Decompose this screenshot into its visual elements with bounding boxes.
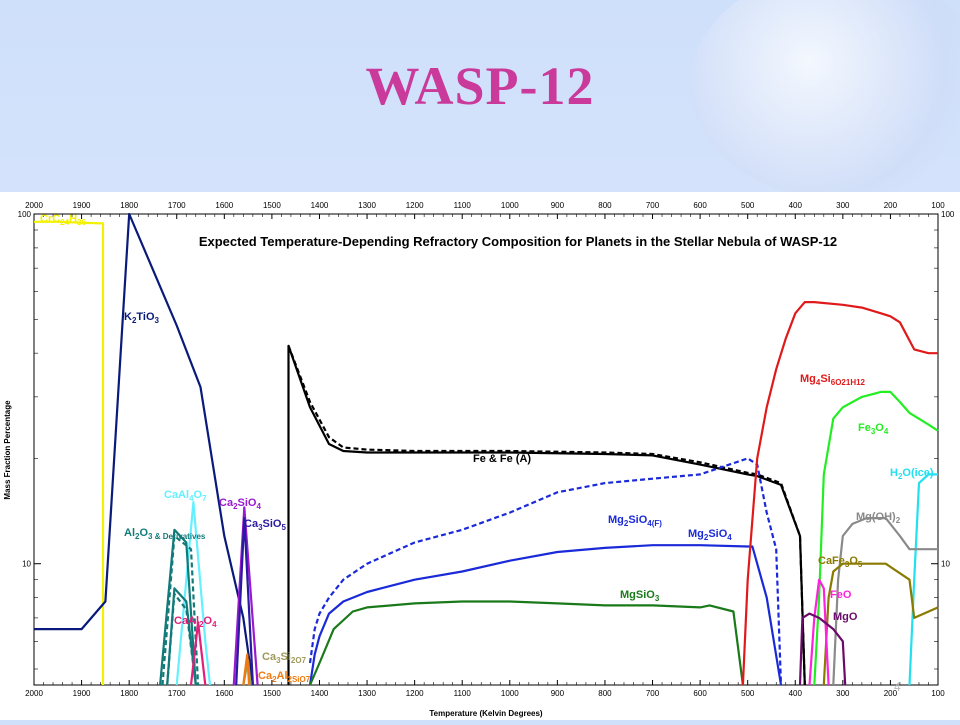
top-tick-label: 900 bbox=[551, 201, 565, 210]
top-tick-label: 1400 bbox=[311, 201, 329, 210]
top-tick-label: 2000 bbox=[25, 201, 43, 210]
top-tick-label: 1000 bbox=[501, 201, 519, 210]
bottom-tick-label: 600 bbox=[693, 689, 707, 698]
series-line-mg4si6o21h12 bbox=[741, 300, 938, 686]
series-line-caal4o7 bbox=[175, 501, 212, 686]
series-label-mg2sio4: Mg2SiO4 bbox=[688, 528, 732, 542]
series-line-al2o3-derivatives bbox=[159, 528, 197, 686]
bottom-tick-label: 700 bbox=[646, 689, 660, 698]
series-line-ca2al2sio7 bbox=[242, 653, 251, 686]
chart-title: Expected Temperature-Depending Refractor… bbox=[199, 234, 837, 249]
series-line-h2o-ice bbox=[908, 473, 938, 686]
series-line-ca3sio5 bbox=[235, 517, 254, 686]
top-tick-label: 700 bbox=[646, 201, 660, 210]
refractory-composition-chart: 2000 1900 1800 1700 1600 1500 1400 1300 1200 1100… bbox=[3, 201, 955, 718]
bottom-tick-label: 900 bbox=[551, 689, 565, 698]
series-line-mg-oh-2 bbox=[832, 517, 938, 686]
bottom-tick-label: 800 bbox=[598, 689, 612, 698]
top-tick-label: 800 bbox=[598, 201, 612, 210]
top-tick-label: 1800 bbox=[120, 201, 138, 210]
bottom-tick-label: 1900 bbox=[73, 689, 91, 698]
series-labels: CrC24H36 K2TiO3 CaAl4O7 Al2O3 & Derivatives… bbox=[40, 213, 934, 684]
slide-header: WASP-12 bbox=[0, 0, 960, 192]
series-label-k2tio3: K2TiO3 bbox=[124, 311, 160, 325]
annotation-fe-label: Fe & Fe (A) bbox=[473, 453, 531, 465]
series-label-mg4si6o21h12: Mg4Si6O21H12 bbox=[800, 373, 866, 387]
bottom-tick-label: 1800 bbox=[120, 689, 138, 698]
top-tick-label: 500 bbox=[741, 201, 755, 210]
series-line-fe-fe-a bbox=[287, 344, 806, 686]
series-line-fe-fe-a-dashed bbox=[287, 345, 806, 686]
series-group bbox=[34, 212, 939, 686]
bottom-tick-label: 100 bbox=[931, 689, 945, 698]
bottom-tick-label: 1500 bbox=[263, 689, 281, 698]
top-tick-label: 1600 bbox=[215, 201, 233, 210]
top-tick-label: 100 bbox=[931, 201, 945, 210]
bottom-tick-label: 2000 bbox=[25, 689, 43, 698]
top-x-axis: 2000 1900 1800 1700 1600 1500 1400 1300 1200 1100… bbox=[25, 201, 945, 219]
bottom-tick-label: 1200 bbox=[406, 689, 424, 698]
top-tick-label: 400 bbox=[789, 201, 803, 210]
top-tick-label: 200 bbox=[884, 201, 898, 210]
series-label-crc24h36: CrC24H36 bbox=[40, 213, 86, 227]
bottom-tick-label: 1700 bbox=[168, 689, 186, 698]
top-tick-label: 1700 bbox=[168, 201, 186, 210]
bottom-tick-label: 300 bbox=[836, 689, 850, 698]
moon-decoration bbox=[690, 0, 960, 192]
series-line-al2o3-derivatives-a bbox=[161, 534, 200, 686]
series-label-caal4o7: CaAl4O7 bbox=[164, 489, 207, 503]
top-tick-label: 300 bbox=[836, 201, 850, 210]
y-tick-label-left: 100 bbox=[18, 210, 32, 219]
page-number: 4 bbox=[894, 680, 901, 694]
top-tick-label: 600 bbox=[693, 201, 707, 210]
series-line-mg2sio4-f bbox=[308, 457, 783, 686]
slide-title: WASP-12 bbox=[365, 56, 595, 116]
series-label-ca2sio4: Ca2SiO4 bbox=[219, 497, 261, 511]
series-label-h2o-ice: H2O(ice) bbox=[890, 467, 934, 481]
top-tick-label: 1500 bbox=[263, 201, 281, 210]
series-line-mgsio3 bbox=[308, 600, 744, 686]
series-label-mg-oh-2: Mg(OH)2 bbox=[856, 511, 901, 525]
series-label-ca3si2o7: Ca3Si2O7 bbox=[262, 651, 307, 665]
series-line-k2tio3 bbox=[34, 212, 254, 686]
y-axis-label: Mass Fraction Percentage bbox=[3, 400, 12, 500]
bottom-tick-label: 500 bbox=[741, 689, 755, 698]
bottom-tick-label: 1300 bbox=[358, 689, 376, 698]
y-tick-label-right: 10 bbox=[941, 560, 950, 569]
bottom-tick-label: 1600 bbox=[215, 689, 233, 698]
y-axis: 100 100 10 10 bbox=[18, 210, 955, 670]
series-label-mg2sio4-f: Mg2SiO4(F) bbox=[608, 514, 662, 528]
top-tick-label: 1300 bbox=[358, 201, 376, 210]
series-label-mgo: MgO bbox=[833, 611, 858, 623]
y-tick-label-left: 10 bbox=[22, 560, 31, 569]
series-line-mgo bbox=[798, 612, 847, 686]
series-line-feo bbox=[808, 578, 830, 686]
series-label-fe3o4: Fe3O4 bbox=[858, 422, 889, 436]
series-line-cafe3o5 bbox=[822, 562, 939, 686]
bottom-tick-label: 400 bbox=[789, 689, 803, 698]
top-tick-label: 1200 bbox=[406, 201, 424, 210]
series-line-ca2sio4 bbox=[232, 506, 259, 686]
chart-container: 2000 1900 1800 1700 1600 1500 1400 1300 1200 1100… bbox=[0, 192, 960, 720]
bottom-tick-label: 1400 bbox=[311, 689, 329, 698]
bottom-x-axis: 2000 1900 1800 1700 1600 1500 1400 1300 1200 1100… bbox=[25, 680, 945, 698]
bottom-tick-label: 1100 bbox=[454, 689, 472, 698]
bottom-tick-label: 200 bbox=[884, 689, 898, 698]
series-line-fe3o4 bbox=[813, 390, 939, 686]
series-label-cafe3o5: CaFe3O5 bbox=[818, 555, 863, 569]
x-axis-label: Temperature (Kelvin Degrees) bbox=[429, 709, 543, 718]
series-line-caal2o4 bbox=[189, 621, 207, 686]
series-label-ca3sio5: Ca3SiO5 bbox=[244, 518, 286, 532]
bottom-tick-label: 1000 bbox=[501, 689, 519, 698]
series-label-mgsio3: MgSiO3 bbox=[620, 589, 660, 603]
series-label-ca2al2sio7: Ca2Al2SiO7 bbox=[258, 670, 311, 684]
y-tick-label-right: 100 bbox=[941, 210, 955, 219]
series-label-caal2o4: CaAl2O4 bbox=[174, 615, 217, 629]
top-tick-label: 1100 bbox=[454, 201, 472, 210]
series-line-crc24h36 bbox=[34, 220, 105, 685]
top-tick-label: 1900 bbox=[73, 201, 91, 210]
series-label-al2o3-derivatives: Al2O3 & Derivatives bbox=[124, 527, 206, 541]
series-label-feo: FeO bbox=[830, 589, 852, 601]
